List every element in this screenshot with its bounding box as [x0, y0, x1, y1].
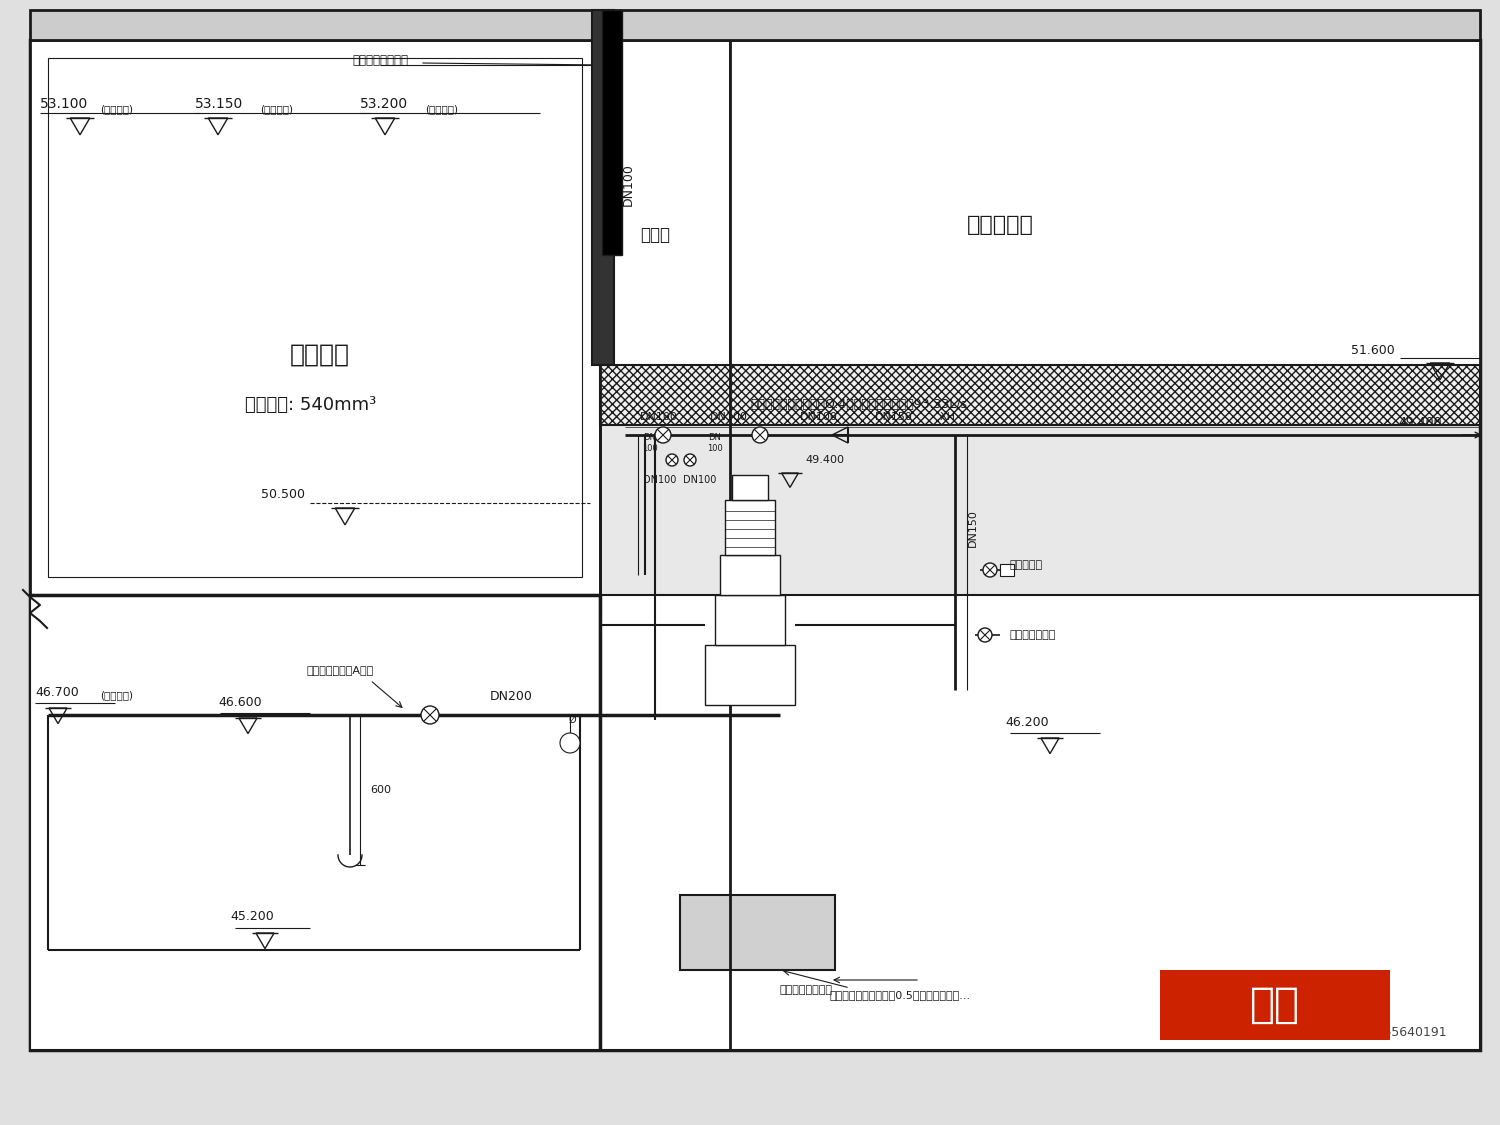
Bar — [48, 58, 582, 577]
Text: 53.200: 53.200 — [360, 97, 408, 111]
Circle shape — [684, 455, 696, 466]
Bar — [1000, 564, 1014, 576]
Bar — [600, 595, 1480, 1050]
Text: (最高水位): (最高水位) — [100, 104, 134, 114]
Bar — [600, 364, 1480, 425]
Circle shape — [978, 628, 992, 642]
Text: DN150: DN150 — [874, 412, 914, 422]
Bar — [592, 10, 613, 364]
Text: 柔性防水套管（A型）: 柔性防水套管（A型） — [306, 665, 374, 675]
Text: 有效容积: 540mm³: 有效容积: 540mm³ — [244, 396, 376, 414]
Text: 46.200: 46.200 — [1005, 716, 1048, 729]
Bar — [680, 896, 836, 970]
Text: 46.700: 46.700 — [34, 685, 78, 699]
Circle shape — [666, 455, 678, 466]
Text: 知平: 知平 — [1250, 984, 1300, 1026]
Text: 非机动车库: 非机动车库 — [966, 215, 1034, 235]
Circle shape — [752, 428, 768, 443]
Bar — [716, 595, 784, 645]
Bar — [600, 40, 730, 365]
Bar — [30, 595, 600, 1050]
Text: 消防水池: 消防水池 — [290, 343, 350, 367]
Text: 51.600: 51.600 — [1352, 343, 1395, 357]
Text: 检修间: 检修间 — [640, 226, 670, 244]
Text: 钉筋混凝土泵基础: 钉筋混凝土泵基础 — [780, 986, 832, 994]
Text: 50.500: 50.500 — [261, 488, 305, 502]
Text: DN100: DN100 — [684, 475, 717, 485]
Bar — [705, 645, 795, 705]
Text: (溢流水位): (溢流水位) — [424, 104, 458, 114]
Text: DN100: DN100 — [800, 412, 838, 422]
Text: DN150: DN150 — [968, 508, 978, 547]
Circle shape — [422, 706, 440, 724]
Bar — [730, 40, 1480, 365]
Bar — [30, 40, 600, 595]
Text: DN100: DN100 — [644, 475, 676, 485]
Text: 53.150: 53.150 — [195, 97, 243, 111]
Text: (报警水位): (报警水位) — [260, 104, 292, 114]
Text: 流量计，计量精度应为O.4级，最大量程不小于93.33L/s: 流量计，计量精度应为O.4级，最大量程不小于93.33L/s — [750, 398, 968, 412]
Bar — [30, 10, 1480, 40]
Text: (最低水位): (最低水位) — [100, 690, 134, 700]
Text: DN100: DN100 — [640, 412, 678, 422]
Text: Ø: Ø — [568, 716, 576, 724]
Text: 46.600: 46.600 — [217, 695, 261, 709]
Text: 压力表，计量精度应为0.5级，量程不小于...: 压力表，计量精度应为0.5级，量程不小于... — [830, 990, 971, 1000]
Bar — [1160, 970, 1390, 1040]
Text: 45.200: 45.200 — [230, 910, 273, 924]
Text: DN
100: DN 100 — [706, 433, 723, 452]
Text: 水锤消除器: 水锤消除器 — [1010, 560, 1042, 570]
Text: DN100: DN100 — [621, 163, 634, 207]
Text: 泄压及试压回水管: 泄压及试压回水管 — [352, 54, 408, 66]
Text: DN100: DN100 — [710, 412, 748, 422]
Bar — [732, 475, 768, 500]
Text: 53.100: 53.100 — [40, 97, 88, 111]
Circle shape — [982, 562, 998, 577]
Text: 49.400: 49.400 — [1398, 416, 1441, 430]
Text: DN
100: DN 100 — [642, 433, 658, 452]
Text: DN200: DN200 — [490, 691, 532, 703]
Bar — [724, 500, 776, 555]
Text: XH: XH — [940, 412, 956, 422]
Text: 600: 600 — [370, 785, 392, 795]
Text: 消声退式止回阀: 消声退式止回阀 — [1010, 630, 1056, 640]
Bar — [602, 10, 622, 255]
Text: 49.400: 49.400 — [806, 455, 844, 465]
Text: ID: 165640191: ID: 165640191 — [1353, 1026, 1446, 1038]
Circle shape — [656, 428, 670, 443]
Bar — [30, 40, 1480, 1050]
Circle shape — [560, 734, 580, 753]
Bar — [720, 555, 780, 595]
